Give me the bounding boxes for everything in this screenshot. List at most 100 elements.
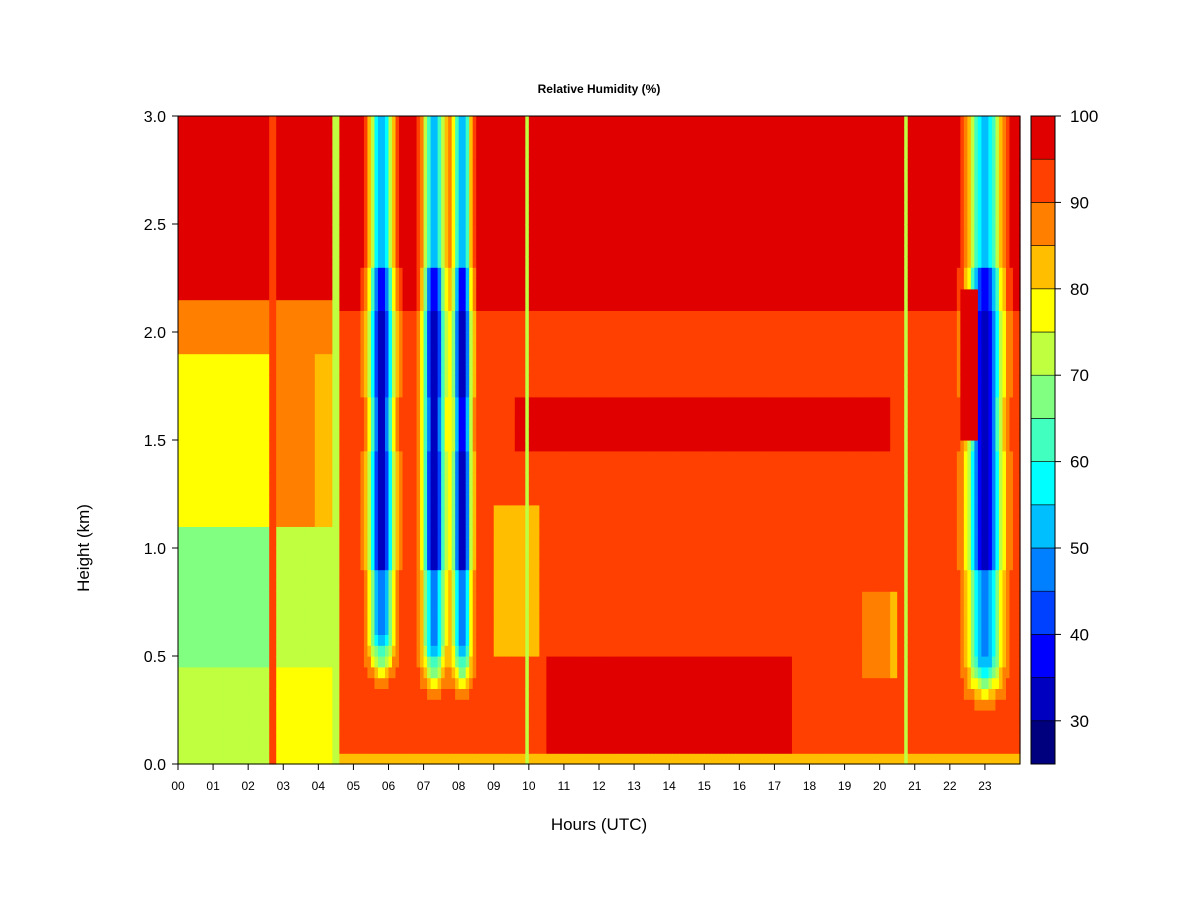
heatmap-cell [199, 515, 204, 527]
heatmap-cell [370, 116, 376, 128]
heatmap-cell [458, 213, 463, 225]
heatmap-cell [244, 159, 249, 171]
heatmap-cell [455, 191, 460, 203]
heatmap-cell [332, 548, 337, 560]
heatmap-cell [202, 548, 207, 560]
heatmap-cell [297, 321, 302, 333]
heatmap-cell [206, 148, 211, 160]
heatmap-cell [388, 461, 393, 473]
heatmap-cell [199, 407, 204, 419]
heatmap-cell [356, 180, 362, 193]
heatmap-cell [413, 623, 418, 635]
heatmap-cell [430, 278, 435, 290]
heatmap-cell [178, 450, 183, 463]
heatmap-cell [427, 537, 432, 549]
heatmap-cell [360, 526, 365, 538]
heatmap-cell [237, 688, 242, 700]
heatmap-cell [265, 742, 270, 754]
heatmap-cell [399, 515, 404, 527]
heatmap-cell [272, 170, 277, 182]
heatmap-cell [328, 321, 333, 333]
heatmap-cell [342, 580, 347, 592]
heatmap-cell [297, 526, 302, 538]
heatmap-cell [321, 666, 326, 679]
heatmap-cell [230, 224, 235, 236]
heatmap-cell [367, 537, 372, 549]
heatmap-cell [444, 159, 449, 171]
heatmap-cell [216, 753, 221, 765]
heatmap-cell [423, 699, 428, 711]
heatmap-cell [209, 386, 214, 398]
heatmap-cell [409, 234, 414, 247]
heatmap-cell [227, 634, 232, 646]
heatmap-cell [416, 558, 421, 571]
heatmap-cell [430, 720, 435, 733]
heatmap-cell [181, 375, 186, 387]
heatmap-cell [234, 353, 239, 365]
heatmap-cell [251, 440, 256, 452]
heatmap-cell [339, 634, 344, 646]
heatmap-cell [395, 677, 400, 689]
heatmap-cell [451, 742, 456, 754]
heatmap-cell [370, 278, 376, 290]
heatmap-cell [448, 213, 453, 225]
heatmap-cell [409, 710, 414, 722]
heatmap-cell [206, 558, 211, 571]
heatmap-cell [185, 288, 190, 301]
heatmap-cell [342, 461, 347, 473]
heatmap-cell [293, 321, 298, 333]
heatmap-cell [413, 407, 418, 419]
heatmap-cell [360, 623, 365, 635]
heatmap-cell [251, 418, 256, 430]
heatmap-cell [199, 418, 204, 430]
heatmap-cell [462, 526, 467, 538]
heatmap-cell [444, 170, 449, 182]
heatmap-cell [297, 310, 302, 322]
heatmap-cell [304, 494, 309, 506]
heatmap-cell [185, 602, 190, 614]
heatmap-cell [237, 461, 242, 473]
heatmap-cell [395, 429, 400, 441]
heatmap-cell [192, 612, 197, 625]
heatmap-cell [427, 699, 432, 711]
heatmap-cell [262, 666, 267, 679]
heatmap-cell [370, 753, 376, 765]
heatmap-cell [342, 170, 347, 182]
heatmap-cell [437, 634, 442, 646]
heatmap-cell [356, 310, 362, 322]
heatmap-cell [455, 634, 460, 646]
heatmap-cell [251, 634, 256, 646]
heatmap-cell [420, 418, 425, 430]
heatmap-cell [388, 731, 393, 743]
heatmap-cell [202, 224, 207, 236]
heatmap-cell [300, 278, 305, 290]
heatmap-cell [328, 180, 333, 193]
heatmap-cell [276, 234, 281, 247]
heatmap-cell [349, 126, 355, 139]
heatmap-cell [258, 440, 263, 452]
heatmap-cell [384, 278, 390, 290]
heatmap-cell [314, 396, 319, 409]
heatmap-cell [325, 288, 330, 301]
heatmap-cell [462, 515, 467, 527]
heatmap-cell [230, 461, 235, 473]
heatmap-cell [448, 450, 453, 463]
heatmap-cell [399, 688, 404, 700]
heatmap-cell [332, 332, 337, 344]
heatmap-cell [339, 234, 344, 247]
heatmap-cell [409, 677, 414, 689]
heatmap-cell [434, 116, 439, 128]
heatmap-cell [437, 234, 442, 247]
heatmap-cell [406, 537, 411, 549]
heatmap-cell [465, 731, 470, 743]
heatmap-cell [220, 116, 225, 128]
heatmap-cell [374, 137, 379, 149]
heatmap-cell [332, 526, 337, 538]
heatmap-cell [342, 645, 347, 657]
heatmap-cell [332, 742, 337, 754]
heatmap-cell [448, 472, 453, 484]
heatmap-cell [413, 494, 418, 506]
heatmap-cell [251, 364, 256, 376]
heatmap-cell [199, 332, 204, 344]
heatmap-cell [258, 461, 263, 473]
